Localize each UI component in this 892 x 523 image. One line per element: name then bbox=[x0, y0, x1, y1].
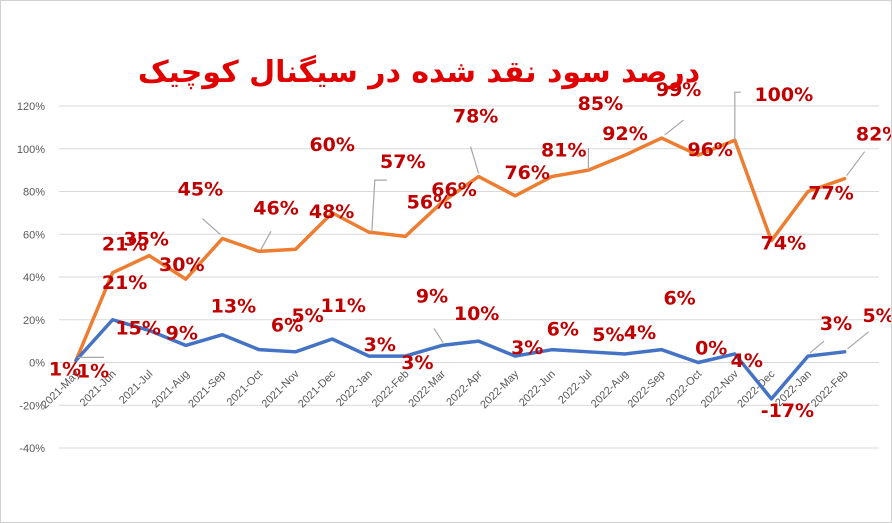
data-label: 66% bbox=[431, 179, 476, 201]
leader-line bbox=[847, 331, 869, 350]
data-label: 30% bbox=[159, 254, 204, 276]
data-label: 56% bbox=[407, 191, 452, 213]
data-label: 6% bbox=[271, 315, 303, 337]
data-label: -17% bbox=[761, 400, 814, 422]
series-line-2 bbox=[74, 318, 847, 401]
data-label: 5% bbox=[291, 305, 323, 327]
data-label: 85% bbox=[578, 93, 623, 115]
data-label: 5% bbox=[862, 305, 891, 327]
data-label: 11% bbox=[320, 295, 365, 317]
y-tick-label: 80% bbox=[23, 187, 45, 199]
leader-line bbox=[433, 328, 444, 343]
x-tick-label: 2021-Aug bbox=[150, 368, 192, 410]
data-label: 4% bbox=[731, 350, 763, 372]
data-label: 78% bbox=[453, 106, 498, 128]
gridlines bbox=[59, 105, 879, 449]
data-label: 0% bbox=[695, 338, 727, 360]
data-label: 100% bbox=[754, 84, 813, 106]
data-label: 13% bbox=[211, 296, 256, 318]
data-label: 3% bbox=[401, 352, 433, 374]
y-tick-label: 100% bbox=[17, 144, 45, 156]
data-label: 3% bbox=[511, 337, 543, 359]
x-tick-label: 2022-Aug bbox=[589, 368, 631, 410]
x-tick-label: 2021-Dec bbox=[296, 368, 339, 411]
data-label: 5% bbox=[592, 324, 624, 346]
y-axis-ticks: -40% -20% 0% 20% 40% 60% 80% 100% 120% bbox=[17, 101, 45, 455]
data-label: 96% bbox=[687, 139, 732, 161]
data-label: 77% bbox=[808, 183, 853, 205]
x-tick-label: 2022-Sep bbox=[625, 368, 667, 410]
x-tick-label: 2021-Nov bbox=[260, 368, 303, 411]
leader-line bbox=[260, 231, 272, 250]
x-tick-label: 2022-Feb bbox=[809, 368, 851, 410]
x-tick-label: 2022-Jun bbox=[517, 368, 558, 409]
label-leader-lines bbox=[78, 91, 869, 358]
data-label: 3% bbox=[364, 334, 396, 356]
data-label: 1% bbox=[49, 358, 81, 380]
x-tick-label: 2022-Jan bbox=[334, 368, 375, 409]
x-tick-label: 2022-Mar bbox=[406, 368, 448, 410]
leader-line bbox=[734, 91, 741, 141]
data-label: 15% bbox=[115, 317, 160, 339]
data-label: 21% bbox=[102, 234, 147, 256]
x-tick-label: 2021-Sep bbox=[186, 368, 228, 410]
data-label: 1% bbox=[77, 360, 109, 382]
x-axis-ticks: 2021-May2021-Jun2021-Jul2021-Aug2021-Sep… bbox=[39, 368, 851, 411]
leader-line bbox=[809, 340, 825, 354]
data-label: 45% bbox=[178, 179, 223, 201]
data-label: 74% bbox=[761, 233, 806, 255]
y-tick-label: 20% bbox=[23, 315, 45, 327]
leader-line bbox=[664, 119, 684, 136]
data-label: 6% bbox=[663, 288, 695, 310]
y-tick-label: 0% bbox=[29, 358, 45, 370]
series-line-1 bbox=[74, 136, 847, 363]
data-label: 6% bbox=[547, 319, 579, 341]
data-label: 10% bbox=[454, 303, 499, 325]
y-tick-label: -20% bbox=[19, 400, 45, 412]
data-label: 92% bbox=[602, 123, 647, 145]
data-label: 48% bbox=[309, 201, 354, 223]
y-tick-label: -40% bbox=[19, 443, 45, 455]
data-label: 57% bbox=[380, 151, 425, 173]
y-tick-label: 60% bbox=[23, 229, 45, 241]
leader-line bbox=[846, 151, 866, 177]
x-tick-label: 2022-Feb bbox=[370, 368, 412, 410]
leader-line bbox=[371, 179, 387, 233]
leader-line bbox=[202, 218, 221, 235]
data-label: 46% bbox=[253, 197, 298, 219]
x-tick-label: 2022-May bbox=[478, 368, 521, 411]
data-label: 99% bbox=[656, 79, 701, 101]
data-label: 81% bbox=[541, 140, 586, 162]
leader-line bbox=[470, 146, 480, 174]
data-label: 21% bbox=[102, 272, 147, 294]
data-label: 35% bbox=[123, 229, 168, 251]
y-tick-label: 120% bbox=[17, 101, 45, 113]
data-label: 76% bbox=[504, 162, 549, 184]
data-label: 60% bbox=[309, 134, 354, 156]
series-lines bbox=[74, 136, 847, 401]
data-labels: 1%21%35%30%45%46% 48%60%57%56%66%78%76%81… bbox=[49, 79, 891, 422]
data-label: 9% bbox=[166, 322, 198, 344]
chart-title: درصد سود نقد شده در سیگنال کوچیک bbox=[138, 54, 700, 90]
x-tick-label: 2022-Nov bbox=[699, 368, 742, 411]
data-label: 4% bbox=[624, 322, 656, 344]
data-label: 82% bbox=[856, 124, 891, 146]
data-label: 3% bbox=[820, 313, 852, 335]
y-tick-label: 40% bbox=[23, 272, 45, 284]
data-label: 9% bbox=[416, 285, 448, 307]
